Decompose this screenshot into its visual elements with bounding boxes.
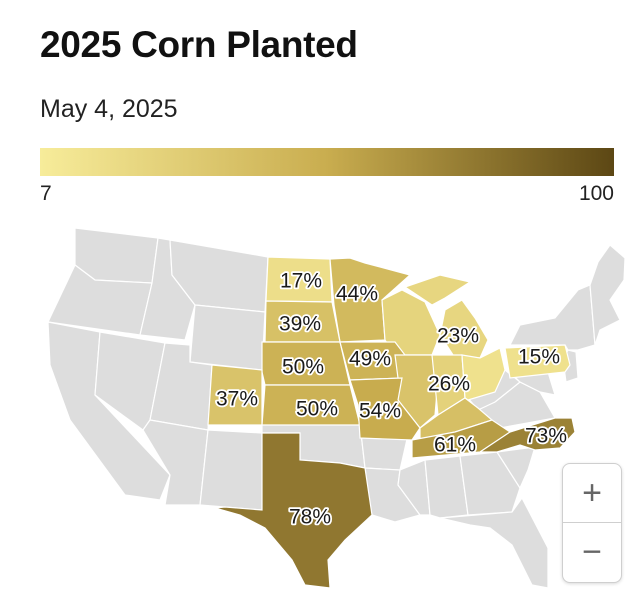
label-pennsylvania: 15% [518,346,560,369]
state-south-carolina[interactable] [495,446,536,490]
color-scale-legend [40,148,614,176]
map-title: 2025 Corn Planted [40,24,358,65]
state-new-york[interactable] [509,284,596,351]
state-texas[interactable] [214,432,373,589]
state-north-carolina[interactable] [478,417,576,453]
label-michigan: 23% [437,325,479,348]
state-georgia[interactable] [459,451,521,516]
zoom-control: + − [562,463,622,583]
label-missouri: 54% [359,400,401,423]
label-iowa: 49% [349,348,391,371]
label-indiana: 26% [428,373,470,396]
label-kansas: 50% [296,398,338,421]
state-mississippi[interactable] [397,459,431,516]
state-value-labels: 17% 44% 39% 23% 50% 49% 26% 15% 37% 50% … [214,268,569,531]
zoom-out-button[interactable]: − [563,522,621,582]
state-michigan[interactable] [403,274,489,359]
us-map-data-states [207,256,576,589]
label-texas: 78% [289,506,331,529]
state-pennsylvania[interactable] [504,344,571,379]
state-florida[interactable] [439,496,549,589]
state-wyoming[interactable] [189,304,266,371]
legend-max-label: 100 [578,182,614,205]
legend-min-label: 7 [40,182,52,205]
zoom-in-button[interactable]: + [582,473,602,512]
label-nebraska: 50% [282,356,324,379]
state-missouri[interactable] [349,377,421,441]
label-north-carolina: 73% [525,425,567,448]
label-tennessee: 61% [434,434,476,457]
state-new-mexico[interactable] [199,429,263,511]
label-minnesota: 44% [336,283,378,306]
label-south-dakota: 39% [279,313,321,336]
map-date: May 4, 2025 [40,95,178,123]
label-colorado: 37% [216,388,258,411]
state-new-england[interactable] [589,244,626,346]
label-north-dakota: 17% [280,270,322,293]
